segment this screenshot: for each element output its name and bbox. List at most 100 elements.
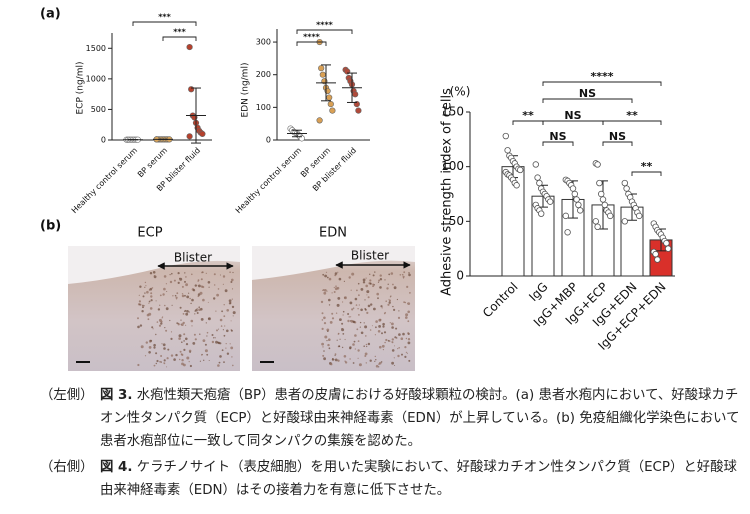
stain-dot — [369, 273, 371, 275]
stain-dot — [394, 365, 396, 366]
stain-dot — [165, 283, 167, 285]
stain-dot — [407, 341, 411, 345]
stain-dot — [339, 318, 342, 321]
stain-dot — [175, 353, 178, 357]
stain-dot — [231, 298, 233, 300]
stain-dot — [403, 271, 406, 274]
stain-dot — [186, 356, 190, 360]
stain-dot — [359, 326, 361, 328]
data-point — [623, 185, 630, 192]
stain-dot — [366, 345, 368, 348]
stain-dot — [165, 329, 168, 332]
data-point — [188, 86, 195, 93]
stain-dot — [180, 353, 183, 355]
data-point — [319, 71, 326, 78]
stain-dot — [375, 320, 378, 323]
stain-dot — [404, 355, 407, 358]
data-point — [636, 212, 643, 220]
data-point — [573, 196, 580, 203]
stain-dot — [353, 340, 356, 343]
stain-dot — [354, 348, 356, 350]
stain-dot — [139, 303, 141, 305]
data-point — [577, 207, 584, 214]
stain-dot — [189, 364, 192, 368]
histology-title: ECP — [137, 226, 162, 241]
stain-dot — [138, 294, 140, 296]
stain-dot — [169, 274, 171, 276]
stain-dot — [205, 272, 207, 274]
stain-dot — [357, 349, 360, 352]
stain-dot — [161, 317, 163, 319]
stain-dot — [363, 345, 366, 348]
stain-dot — [137, 303, 141, 306]
stain-dot — [181, 294, 185, 298]
stain-dot — [366, 290, 370, 294]
stain-dot — [388, 301, 391, 304]
stain-dot — [183, 340, 185, 342]
stain-dot — [381, 307, 383, 309]
stain-dot — [403, 301, 405, 303]
stain-dot — [367, 342, 371, 346]
stain-dot — [358, 304, 360, 306]
stain-dot — [147, 318, 150, 321]
data-point — [594, 223, 601, 230]
stain-dot — [391, 326, 394, 329]
stain-dot — [176, 292, 179, 295]
stain-dot — [159, 304, 161, 306]
significance-label: NS — [564, 109, 581, 122]
stain-dot — [352, 362, 355, 364]
data-point — [571, 190, 578, 198]
stain-dot — [156, 359, 159, 363]
stain-dot — [188, 311, 190, 313]
stain-dot — [408, 272, 410, 274]
stain-dot — [350, 289, 352, 291]
stain-dot — [173, 279, 176, 282]
stain-dot — [333, 286, 335, 289]
data-point — [547, 198, 554, 205]
stain-dot — [173, 358, 176, 361]
stain-dot — [155, 362, 157, 365]
y-tick-label: 0 — [266, 136, 271, 145]
stain-dot — [188, 292, 190, 294]
stain-dot — [150, 292, 153, 295]
stain-dot — [393, 308, 396, 311]
x-tick-label: BP serum — [136, 146, 169, 179]
stain-dot — [175, 296, 178, 299]
stain-dot — [182, 321, 185, 325]
stain-dot — [323, 350, 325, 352]
stain-dot — [381, 344, 385, 348]
stain-dot — [343, 296, 347, 300]
stain-dot — [342, 333, 345, 335]
y-axis-label: EDN (ng/ml) — [241, 63, 251, 118]
stain-dot — [322, 289, 325, 291]
stain-dot — [197, 285, 199, 286]
stain-dot — [207, 281, 211, 284]
stain-dot — [211, 340, 215, 344]
blister-space — [68, 246, 240, 284]
data-point — [594, 161, 601, 168]
y-tick-label: 1000 — [86, 74, 106, 83]
stain-dot — [325, 271, 328, 273]
stain-dot — [358, 363, 362, 367]
stain-dot — [370, 303, 373, 306]
stain-dot — [405, 337, 408, 340]
stain-dot — [181, 293, 184, 295]
stain-dot — [204, 349, 208, 353]
stain-dot — [342, 310, 345, 313]
stain-dot — [149, 287, 153, 291]
stain-dot — [398, 333, 401, 336]
stain-dot — [380, 361, 383, 363]
stain-dot — [374, 271, 376, 273]
stain-dot — [222, 283, 224, 285]
stain-dot — [348, 316, 350, 318]
stain-dot — [408, 273, 411, 277]
stain-dot — [360, 331, 364, 335]
stain-dot — [321, 312, 324, 315]
stain-dot — [334, 272, 338, 275]
caption-label: （右側） — [40, 460, 94, 475]
stain-dot — [229, 343, 231, 345]
stain-dot — [337, 297, 341, 300]
stain-dot — [376, 292, 380, 296]
stain-dot — [379, 274, 382, 277]
stain-dot — [343, 355, 347, 358]
